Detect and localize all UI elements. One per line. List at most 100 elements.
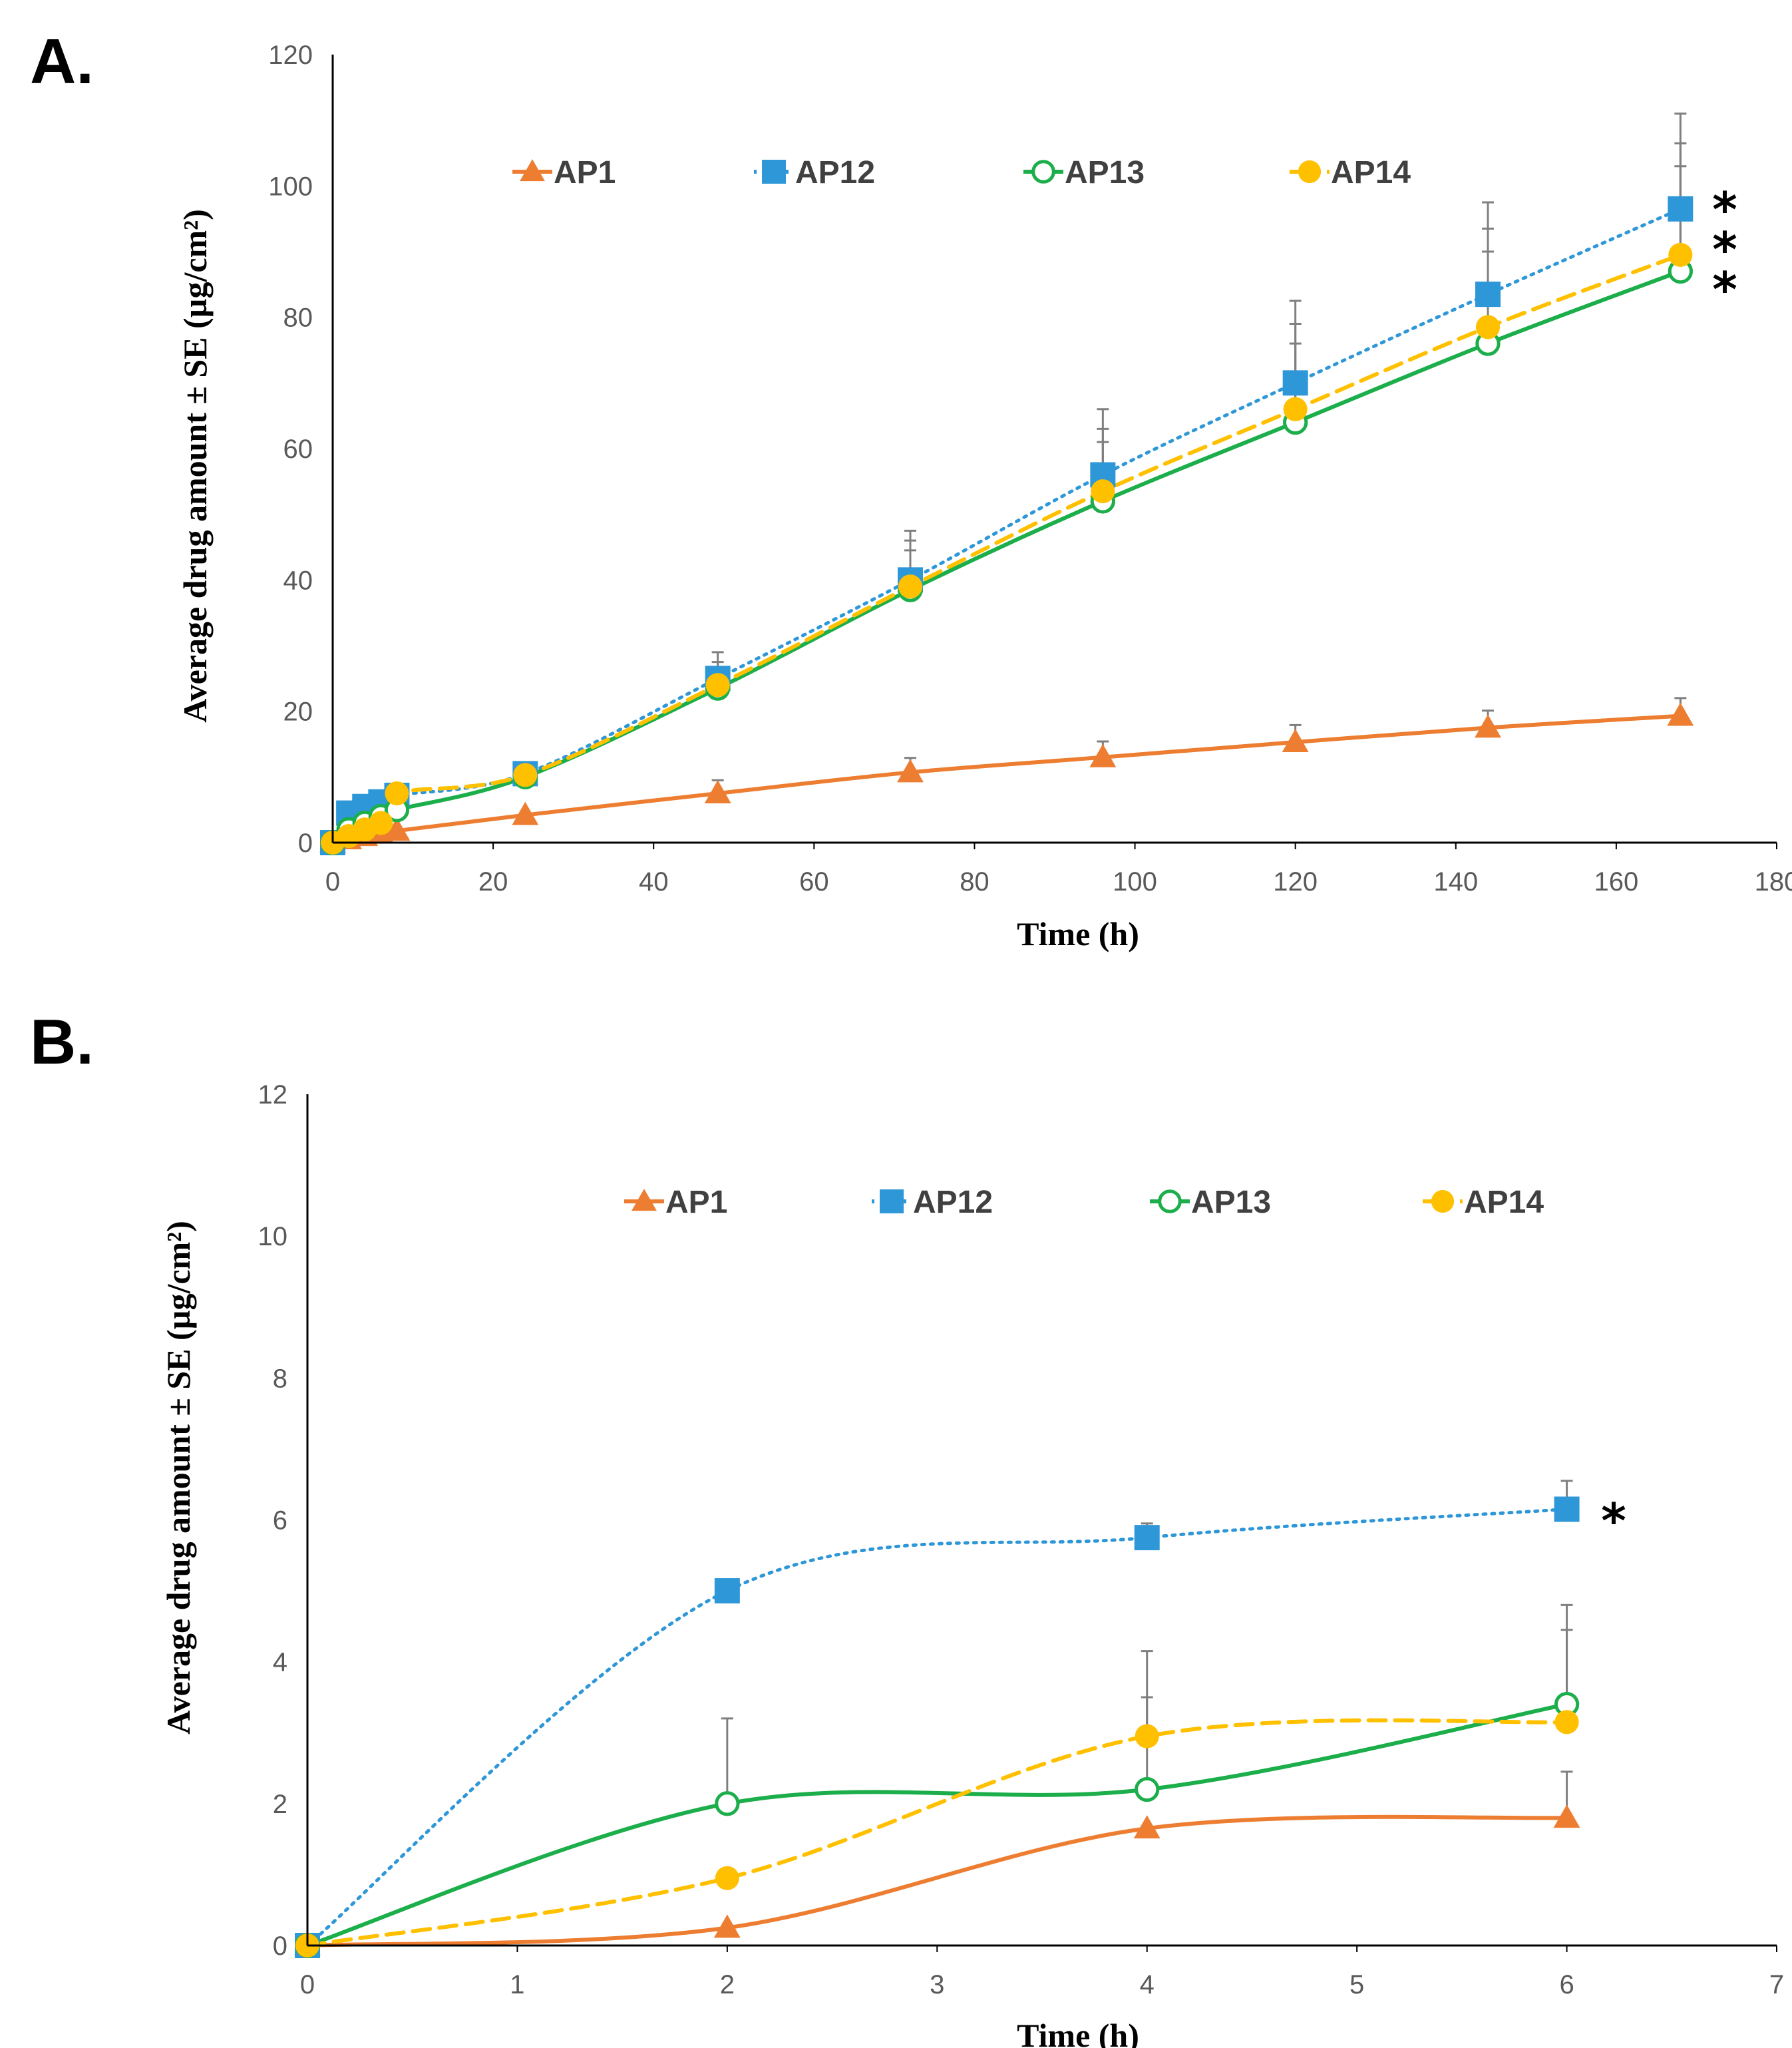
a-y-tick-label: 80 (283, 304, 313, 333)
a-ap1-point (383, 817, 411, 841)
legend-ap12-label: AP12 (795, 155, 875, 190)
b-y-tick-label: 8 (273, 1364, 287, 1393)
a-ap1-point (1282, 729, 1309, 753)
panel-a-x-axis-title: Time (h) (1017, 915, 1139, 952)
panel-b-axes (306, 1094, 1777, 1947)
legend-ap12-marker (880, 1189, 904, 1213)
a-x-tick-label: 100 (1113, 867, 1157, 897)
a-ap13-line (331, 269, 1683, 845)
a-x-tick-label: 160 (1594, 867, 1639, 897)
a-y-tick-label: 20 (283, 698, 313, 727)
panel-a-label: A. (30, 26, 94, 97)
panel-a-significance-2: * (1712, 222, 1737, 278)
a-ap1-point (1089, 743, 1117, 767)
panel-b-series (294, 1480, 1580, 1958)
a-ap14-point (1475, 315, 1501, 339)
b-ap14-point (715, 1866, 739, 1890)
b-x-tick-label: 2 (720, 1970, 735, 1999)
b-ap14-line (305, 1718, 1569, 1947)
b-ap12-point (1554, 1496, 1580, 1522)
b-y-tick-label: 10 (258, 1222, 288, 1251)
a-y-tick-label: 60 (283, 435, 313, 464)
b-x-tick-label: 6 (1559, 1970, 1574, 1999)
b-y-tick-label: 12 (258, 1080, 288, 1110)
b-ap12-line (305, 1508, 1569, 1947)
b-ap1-point (1133, 1815, 1161, 1839)
panel-a-ticks: 0 20 40 60 80 100 120 0 20 40 60 80 100 120 140 160 180 (268, 41, 1792, 897)
a-ap14-point (898, 574, 923, 599)
legend-ap1-label: AP1 (665, 1185, 727, 1220)
a-ap1-point (704, 780, 731, 803)
a-ap14-point (1668, 242, 1693, 267)
legend-ap14-marker (1431, 1189, 1455, 1213)
b-ap13-point (715, 1791, 740, 1816)
b-ap1-point (1553, 1804, 1580, 1828)
panel-a-significance-3: * (1712, 262, 1737, 317)
legend-ap1-marker (520, 159, 545, 182)
panel-a-axes (331, 55, 1777, 844)
panel-b-y-axis-title: Average drug amount ± SE (µg/cm²) (160, 1221, 197, 1735)
a-ap12-point (1282, 370, 1308, 396)
b-x-tick-label: 1 (510, 1970, 524, 1999)
panel-a-series (319, 112, 1694, 855)
legend-ap13-marker (1158, 1189, 1182, 1213)
b-ap13-line (305, 1702, 1569, 1947)
a-y-tick-label: 120 (268, 41, 313, 70)
legend-ap12-label: AP12 (913, 1185, 993, 1220)
b-ap1-line (305, 1814, 1569, 1947)
panel-a-legend: AP1 AP12 AP13 AP14 (512, 155, 1411, 190)
a-y-tick-label: 40 (283, 566, 313, 595)
legend-ap1-marker (631, 1189, 657, 1211)
panel-a: A. 0 20 40 60 80 100 120 0 20 40 60 80 100 120 140 160 1… (30, 26, 1792, 952)
legend-ap13-label: AP13 (1191, 1185, 1271, 1220)
a-x-tick-label: 120 (1273, 867, 1318, 897)
b-ap12-point (714, 1578, 740, 1604)
b-x-tick-label: 5 (1349, 1970, 1364, 1999)
a-ap14-point (385, 781, 409, 806)
panel-b-significance: * (1601, 1493, 1626, 1549)
a-y-tick-label: 100 (268, 172, 313, 201)
a-ap12-point (1475, 282, 1501, 307)
b-y-tick-label: 6 (273, 1506, 287, 1536)
legend-ap13-label: AP13 (1065, 155, 1145, 190)
a-ap14-point (1091, 479, 1115, 504)
a-x-tick-label: 40 (639, 867, 669, 897)
b-ap1-point (713, 1914, 741, 1938)
b-x-tick-label: 0 (300, 1970, 315, 1999)
panel-a-significance-1: * (1712, 182, 1737, 238)
panel-b-legend: AP1 AP12 AP13 AP14 (624, 1185, 1544, 1220)
legend-ap14-marker (1298, 160, 1322, 184)
legend-ap13-marker (1031, 160, 1055, 184)
panel-b-x-axis-title: Time (h) (1017, 2017, 1139, 2048)
b-y-tick-label: 0 (273, 1932, 287, 1961)
panel-b-label: B. (30, 1006, 94, 1078)
a-x-tick-label: 20 (478, 867, 508, 897)
b-ap12-point (1134, 1525, 1160, 1551)
a-ap1-point (1475, 714, 1501, 738)
a-ap1-point (897, 759, 924, 783)
b-y-tick-label: 2 (273, 1790, 287, 1819)
a-x-tick-label: 180 (1755, 867, 1792, 897)
a-x-tick-label: 60 (799, 867, 829, 897)
a-ap14-point (513, 763, 538, 787)
legend-ap12-marker (762, 160, 786, 184)
b-x-tick-label: 3 (930, 1970, 944, 1999)
a-ap1-point (512, 801, 539, 825)
a-ap14-point (369, 811, 393, 835)
a-x-tick-label: 80 (960, 867, 989, 897)
a-y-tick-label: 0 (298, 829, 313, 858)
panel-a-y-axis-title: Average drug amount ± SE (µg/cm²) (176, 209, 214, 723)
b-y-tick-label: 4 (273, 1648, 287, 1677)
a-ap14-point (1283, 397, 1308, 421)
b-ap14-point (1554, 1710, 1579, 1735)
a-ap12-point (1668, 196, 1694, 222)
legend-ap14-label: AP14 (1331, 155, 1411, 190)
a-ap14-point (705, 673, 730, 698)
legend-ap1-label: AP1 (554, 155, 616, 190)
legend-ap14-label: AP14 (1464, 1185, 1544, 1220)
a-x-tick-label: 0 (325, 867, 340, 897)
b-x-tick-label: 4 (1140, 1970, 1155, 1999)
